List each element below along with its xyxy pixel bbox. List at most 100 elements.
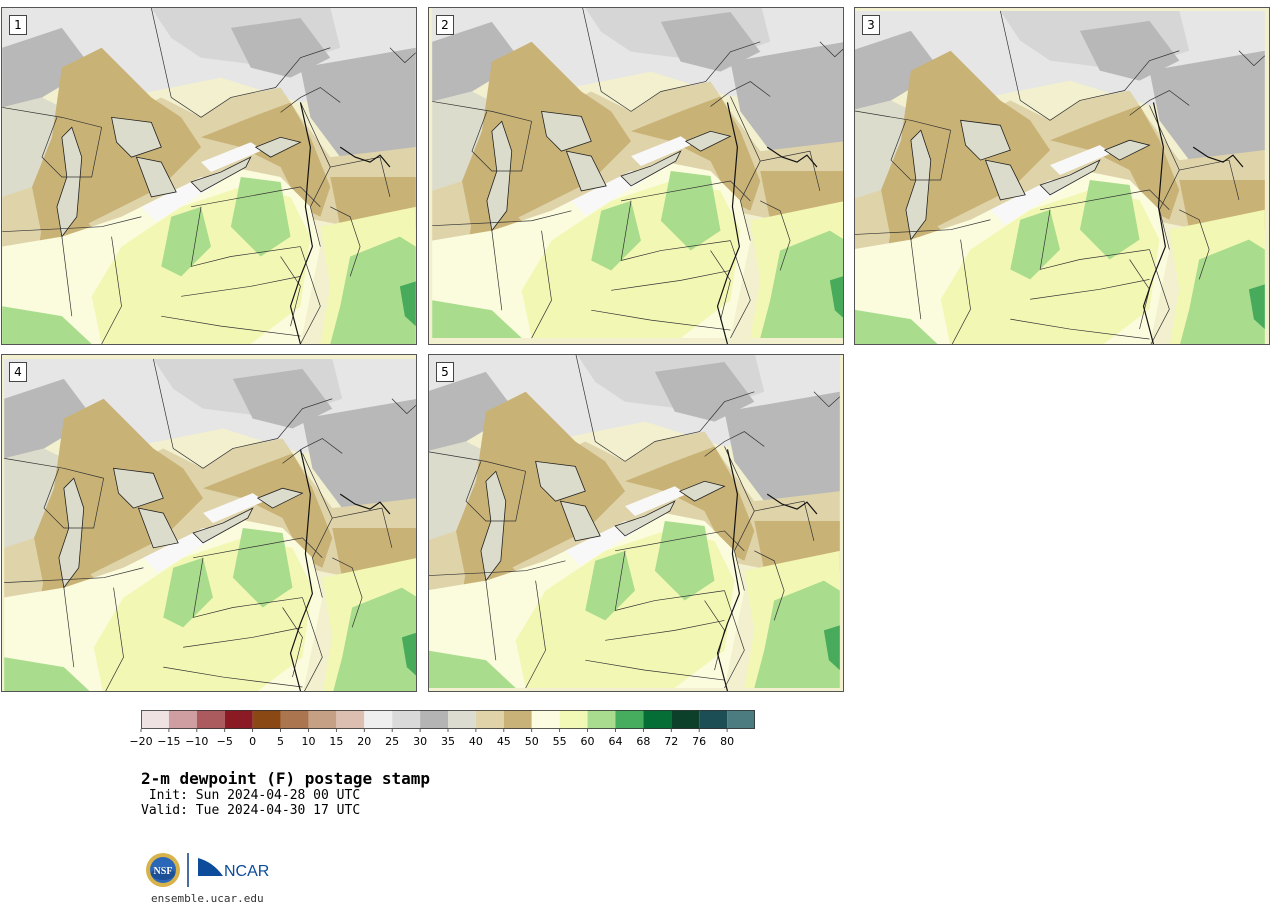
colorbar-bin bbox=[727, 710, 755, 729]
dewpoint-region bbox=[591, 200, 641, 271]
colorbar-bin bbox=[141, 710, 169, 729]
boundary-line bbox=[710, 81, 771, 107]
colorbar-bin bbox=[587, 710, 616, 729]
dewpoint-region bbox=[754, 580, 840, 689]
boundary-line bbox=[582, 8, 761, 112]
boundary-line bbox=[1129, 90, 1190, 116]
dewpoint-region bbox=[432, 21, 522, 102]
lake-outline bbox=[905, 129, 932, 241]
lake-outline bbox=[620, 150, 682, 187]
colorbar-bin bbox=[448, 710, 476, 729]
dewpoint-region bbox=[201, 142, 263, 173]
dewpoint-region bbox=[625, 446, 755, 561]
colorbar-tick-label: 10 bbox=[301, 735, 315, 748]
colorbar-bin bbox=[643, 710, 672, 729]
lake-outline bbox=[684, 130, 732, 152]
dewpoint-region bbox=[625, 486, 687, 517]
boundary-line bbox=[575, 355, 755, 462]
boundary-line bbox=[1039, 209, 1150, 270]
boundary-line bbox=[61, 236, 73, 317]
colorbar-tick-label: 50 bbox=[525, 735, 539, 748]
lake-outline bbox=[486, 120, 513, 232]
boundary-line bbox=[105, 587, 124, 691]
boundary-line bbox=[302, 597, 323, 691]
coastline bbox=[1192, 146, 1244, 168]
boundary-line bbox=[951, 239, 971, 344]
boundary-line bbox=[813, 391, 841, 408]
dewpoint-region bbox=[230, 17, 331, 78]
lake-outline bbox=[678, 480, 726, 502]
dewpoint-region bbox=[2, 306, 92, 344]
boundary-line bbox=[614, 550, 725, 611]
website-url: ensemble.ucar.edu bbox=[151, 892, 264, 905]
lake-outline bbox=[535, 460, 586, 502]
boundary-line bbox=[282, 607, 303, 678]
colorbar-bin bbox=[196, 710, 225, 729]
boundary-line bbox=[282, 438, 343, 464]
lake-outline bbox=[192, 507, 254, 544]
boundary-line bbox=[152, 358, 333, 469]
lake-outline bbox=[984, 159, 1026, 201]
dewpoint-region bbox=[203, 453, 333, 568]
boundary-line bbox=[1030, 279, 1150, 300]
colorbar-tick-label: 45 bbox=[497, 735, 511, 748]
boundary-line bbox=[332, 557, 363, 628]
colorbar-tick-label: 72 bbox=[664, 735, 678, 748]
boundary-line bbox=[585, 659, 725, 681]
colorbar-tick-label: 20 bbox=[357, 735, 371, 748]
colorbar-outline bbox=[141, 710, 755, 729]
colorbar-bin bbox=[168, 710, 197, 729]
boundary-line bbox=[611, 270, 731, 291]
colorbar-tick-label: −10 bbox=[185, 735, 208, 748]
boundary-line bbox=[1000, 10, 1180, 121]
boundary-line bbox=[1010, 318, 1150, 340]
boundary-line bbox=[280, 87, 341, 113]
dewpoint-region bbox=[855, 30, 941, 110]
panel-number: 5 bbox=[436, 362, 454, 382]
boundary-line bbox=[4, 458, 104, 479]
lake-outline bbox=[480, 470, 507, 582]
lake-outline bbox=[137, 507, 179, 549]
boundary-line bbox=[704, 600, 725, 671]
boundary-line bbox=[890, 120, 952, 181]
dewpoint-region bbox=[300, 47, 416, 158]
boundary-line bbox=[43, 468, 104, 529]
panel-number: 1 bbox=[9, 15, 27, 35]
dewpoint-region bbox=[201, 102, 331, 217]
boundary-line bbox=[754, 550, 785, 621]
dewpoint-region bbox=[855, 309, 938, 344]
colorbar-tick-label: 30 bbox=[413, 735, 427, 748]
map-panel-3: 3 bbox=[854, 7, 1270, 345]
boundary-line bbox=[704, 431, 765, 457]
lake-outline bbox=[614, 500, 676, 537]
boundary-line bbox=[192, 557, 303, 618]
lake-outline bbox=[135, 156, 177, 198]
colorbar-bin bbox=[252, 710, 281, 729]
boundary-line bbox=[101, 236, 122, 344]
valid-time: Valid: Tue 2024-04-30 17 UTC bbox=[141, 803, 361, 818]
map-panel-5: 5 bbox=[428, 354, 844, 692]
boundary-line bbox=[1179, 209, 1210, 280]
coastline bbox=[339, 146, 391, 168]
lake-outline bbox=[960, 119, 1011, 161]
boundary-line bbox=[2, 107, 102, 128]
dewpoint-region bbox=[161, 206, 211, 277]
dewpoint-region bbox=[1248, 284, 1265, 330]
boundary-line bbox=[2, 216, 142, 233]
boundary-line bbox=[471, 111, 532, 172]
boundary-line bbox=[754, 500, 815, 541]
colorbar-bin bbox=[280, 710, 309, 729]
dewpoint-region bbox=[730, 42, 843, 152]
dewpoint-region bbox=[1079, 20, 1180, 81]
colorbar-tick-label: −20 bbox=[129, 735, 152, 748]
map-panel-4: 4 bbox=[1, 354, 417, 692]
colorbar-tick-label: 40 bbox=[469, 735, 483, 748]
colorbar: −20 −15 −10 −5 0 5 10 15 20 25 30 35 40 45 50 55 60 64 68 7… bbox=[129, 710, 755, 748]
boundary-line bbox=[330, 206, 361, 277]
boundary-line bbox=[332, 507, 393, 548]
dewpoint-map bbox=[432, 8, 843, 344]
colorbar-bin bbox=[503, 710, 532, 729]
boundary-line bbox=[302, 453, 333, 598]
dewpoint-region bbox=[631, 136, 693, 167]
dewpoint-map bbox=[2, 8, 416, 344]
